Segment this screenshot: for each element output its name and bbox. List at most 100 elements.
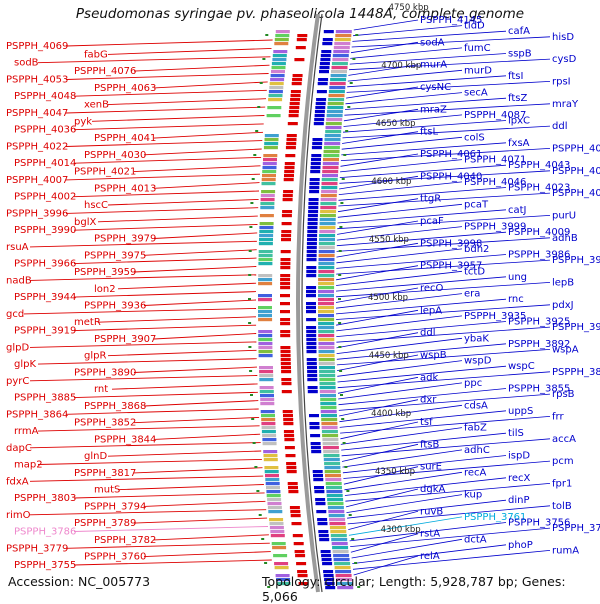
leader-line-right — [336, 309, 419, 326]
reverse-gene-block — [283, 178, 294, 182]
cog-ring-segment — [321, 426, 338, 430]
leader-line-right — [348, 64, 419, 76]
cog-ring-segment — [328, 94, 345, 98]
leader-line-right — [336, 254, 507, 269]
cog-ring-segment — [322, 434, 339, 438]
reverse-gene-block — [280, 266, 291, 270]
cog-ring-segment — [319, 382, 336, 386]
kbp-ruler: 4750 kbp 4700 kbp 4650 kbp 4600 kbp 4550 kbp… — [368, 3, 429, 535]
gene-label-left: PSPPH_3975 — [84, 250, 146, 261]
gene-label-right: pcaT — [464, 199, 489, 210]
gene-label-right: PSPPH_3908 — [552, 322, 600, 333]
reverse-gene-block — [286, 462, 297, 466]
cog-ring-segment — [320, 406, 337, 410]
gene-label-right: mraZ — [420, 104, 447, 115]
forward-gene-block — [306, 338, 317, 342]
inner-ring-segment — [258, 242, 273, 246]
forward-gene-block — [309, 426, 320, 430]
leader-line-left — [65, 73, 269, 80]
inner-ring-segment — [264, 470, 279, 474]
gene-label-right: rumA — [552, 545, 579, 556]
green-tick — [345, 130, 349, 132]
kbp-tick-label: 4450 kbp — [369, 351, 409, 361]
forward-gene-block — [315, 498, 326, 502]
gene-label-left: mutS — [94, 485, 120, 496]
reverse-gene-block — [290, 510, 301, 514]
reverse-gene-block — [289, 102, 300, 106]
cog-ring-segment — [328, 514, 345, 518]
leader-line-right — [336, 242, 419, 258]
inner-ring-segment — [271, 66, 286, 70]
inner-ring-segment — [266, 486, 280, 490]
leader-line-left — [111, 383, 258, 390]
leader-line-right — [336, 321, 507, 337]
inner-ring-segment — [258, 298, 272, 302]
reverse-gene-block — [280, 354, 291, 358]
leader-line-left — [153, 232, 258, 239]
gene-label-right: purU — [552, 210, 576, 221]
gene-label-left: nadB — [6, 275, 32, 286]
forward-gene-block — [321, 50, 332, 54]
gene-label-right: PSPPH_3999 — [464, 222, 526, 233]
leader-line-right — [339, 175, 419, 190]
reverse-gene-block — [285, 154, 296, 158]
cog-ring-segment — [320, 198, 337, 202]
leader-line-right — [336, 231, 507, 247]
gene-label-right: PSPPH_4046 — [464, 177, 526, 188]
gene-label-right: ftsI — [508, 71, 523, 82]
inner-ring-segment — [259, 378, 274, 382]
inner-ring-segment — [261, 422, 276, 426]
inner-ring-segment — [258, 262, 273, 266]
forward-gene-block — [307, 366, 317, 370]
green-tick — [257, 106, 261, 108]
inner-ring-segment — [258, 278, 273, 282]
forward-gene-block — [306, 318, 317, 322]
backbone-arc-outer — [296, 13, 320, 593]
inner-ring-segment — [259, 366, 273, 370]
map-title: Pseudomonas syringae pv. phaseolicola 14… — [75, 6, 525, 22]
leader-line-right — [336, 265, 419, 281]
leader-line-left — [153, 534, 269, 541]
gene-label-right: PSPPH_3986 — [508, 250, 570, 261]
reverse-gene-block — [280, 258, 291, 262]
inner-ring-segment — [273, 50, 288, 54]
cog-ring-segment — [319, 214, 336, 218]
cog-ring-segment — [323, 450, 340, 454]
inner-ring-segment — [258, 258, 273, 262]
inner-ring-segment — [258, 306, 272, 310]
cog-ring-segment — [326, 118, 343, 122]
leader-line-left — [23, 307, 257, 315]
forward-gene-block — [323, 570, 334, 574]
inner-ring-segment — [260, 198, 275, 202]
forward-gene-block — [306, 258, 317, 262]
forward-gene-block — [318, 530, 329, 534]
inner-ring-segment — [268, 510, 283, 514]
forward-gene-block — [312, 138, 323, 142]
cog-ring-segment — [337, 586, 354, 590]
inner-ring-segment — [271, 542, 286, 546]
forward-gene-block — [311, 450, 322, 454]
cog-ring-segment — [327, 506, 344, 510]
gene-label-right: PSPPH_4023 — [508, 183, 570, 194]
gene-label-left: PSPPH_3803 — [14, 493, 76, 504]
forward-gene-block — [316, 510, 327, 514]
cog-ring-segment — [322, 446, 339, 450]
cog-ring-segment — [318, 270, 335, 274]
inner-ring-segment — [258, 350, 273, 354]
gene-label-left: PSPPH_3782 — [94, 535, 156, 546]
gene-label-left: PSPPH_3944 — [14, 292, 76, 303]
inner-ring-segment — [273, 554, 288, 558]
cog-ring-segment — [318, 262, 335, 266]
forward-gene-block — [306, 246, 317, 250]
reverse-gene-block — [289, 506, 300, 510]
label-leader-lines — [23, 19, 551, 576]
green-tick — [338, 250, 342, 252]
inner-ring-segment — [271, 62, 286, 66]
forward-gene-block — [306, 294, 316, 298]
cog-ring-segment — [332, 550, 349, 554]
green-tick — [342, 442, 346, 444]
leader-line-right — [353, 555, 419, 576]
reverse-gene-block — [280, 334, 291, 338]
gene-label-right: rstA — [420, 529, 440, 540]
gene-label-left: fdxA — [6, 476, 29, 487]
